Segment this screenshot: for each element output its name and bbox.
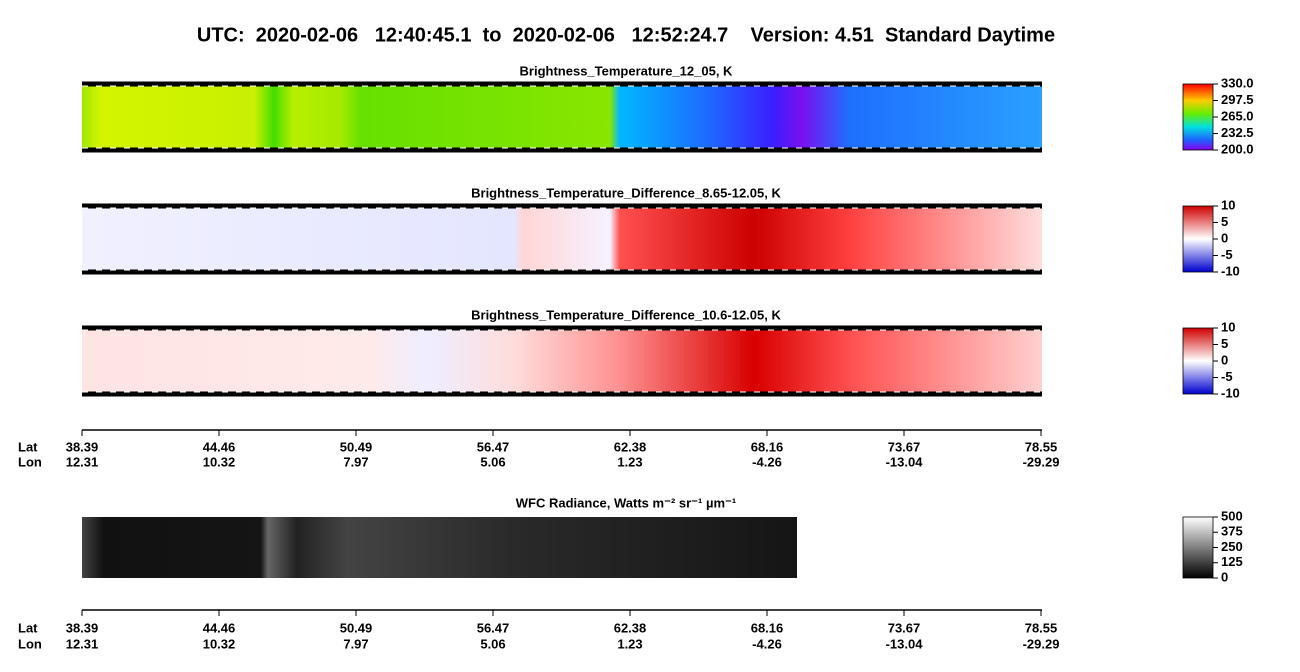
lon-tick-label: -4.26 [752, 454, 782, 469]
colorbar-tick-label: 297.5 [1221, 92, 1254, 107]
lon-tick-label: -29.29 [1023, 454, 1060, 469]
colorbar-tick-label: -5 [1221, 247, 1233, 262]
image [82, 84, 1042, 150]
colorbar-tick-label: 200.0 [1221, 141, 1254, 156]
colorbar-tick-label: 0 [1221, 352, 1228, 367]
lon-tick-label: 7.97 [343, 454, 368, 469]
colorbar-tick-label: 250 [1221, 539, 1243, 554]
panel-title: WFC Radiance, Watts m⁻² sr⁻¹ µm⁻¹ [516, 495, 736, 510]
colorbar-tick-label: 125 [1221, 554, 1243, 569]
lon-tick-label: 10.32 [203, 636, 236, 651]
colorbar-tick-label: 265.0 [1221, 108, 1254, 123]
colorbar [1182, 205, 1214, 273]
colorbar-tick-label: -10 [1221, 385, 1240, 400]
colorbar-tick-label: 10 [1221, 319, 1235, 334]
lon-tick-label: 1.23 [617, 636, 642, 651]
lat-tick-label: 56.47 [477, 620, 510, 635]
lon-tick-label: 5.06 [480, 636, 505, 651]
colorbar [1182, 516, 1214, 579]
lat-tick-label: 44.46 [203, 620, 236, 635]
colorbar [1182, 83, 1214, 151]
panel-title: Brightness_Temperature_Difference_8.65-1… [471, 185, 781, 200]
colorbar-tick-label: 5 [1221, 336, 1228, 351]
page-title: UTC: 2020-02-06 12:40:45.1 to 2020-02-06… [197, 24, 1055, 46]
lat-label: Lat [18, 620, 38, 635]
lat-tick-label: 68.16 [751, 620, 784, 635]
lat-tick-label: 78.55 [1025, 620, 1058, 635]
lat-tick-label: 78.55 [1025, 439, 1058, 454]
lat-tick-label: 62.38 [614, 439, 647, 454]
panel-title: Brightness_Temperature_12_05, K [520, 63, 734, 78]
colorbar-tick-label: -5 [1221, 369, 1233, 384]
colorbar-tick-label: 0 [1221, 230, 1228, 245]
lat-tick-label: 44.46 [203, 439, 236, 454]
lon-label: Lon [18, 636, 42, 651]
lat-tick-label: 62.38 [614, 620, 647, 635]
colorbar-tick-label: 0 [1221, 569, 1228, 584]
lon-tick-label: 1.23 [617, 454, 642, 469]
colorbar-tick-label: -10 [1221, 263, 1240, 278]
lat-tick-label: 56.47 [477, 439, 510, 454]
lon-tick-label: 5.06 [480, 454, 505, 469]
lon-tick-label: 7.97 [343, 636, 368, 651]
colorbar-tick-label: 10 [1221, 197, 1235, 212]
lon-tick-label: 12.31 [66, 454, 99, 469]
lat-tick-label: 68.16 [751, 439, 784, 454]
lon-tick-label: 10.32 [203, 454, 236, 469]
lon-label: Lon [18, 454, 42, 469]
colorbar-tick-label: 5 [1221, 214, 1228, 229]
panel-title: Brightness_Temperature_Difference_10.6-1… [471, 307, 781, 322]
image [82, 517, 797, 578]
lat-tick-label: 38.39 [66, 620, 99, 635]
lon-tick-label: -4.26 [752, 636, 782, 651]
colorbar-tick-label: 500 [1221, 508, 1243, 523]
lat-label: Lat [18, 439, 38, 454]
lat-tick-label: 50.49 [340, 439, 373, 454]
image [82, 328, 1042, 394]
lat-tick-label: 73.67 [888, 620, 921, 635]
lon-tick-label: -13.04 [886, 454, 924, 469]
lon-tick-label: -13.04 [886, 636, 924, 651]
lat-tick-label: 50.49 [340, 620, 373, 635]
lat-tick-label: 73.67 [888, 439, 921, 454]
colorbar-tick-label: 375 [1221, 524, 1243, 539]
lon-tick-label: -29.29 [1023, 636, 1060, 651]
colorbar [1182, 327, 1214, 395]
lon-tick-label: 12.31 [66, 636, 99, 651]
colorbar-tick-label: 232.5 [1221, 125, 1254, 140]
colorbar-tick-label: 330.0 [1221, 75, 1254, 90]
lat-tick-label: 38.39 [66, 439, 99, 454]
image [82, 206, 1042, 272]
